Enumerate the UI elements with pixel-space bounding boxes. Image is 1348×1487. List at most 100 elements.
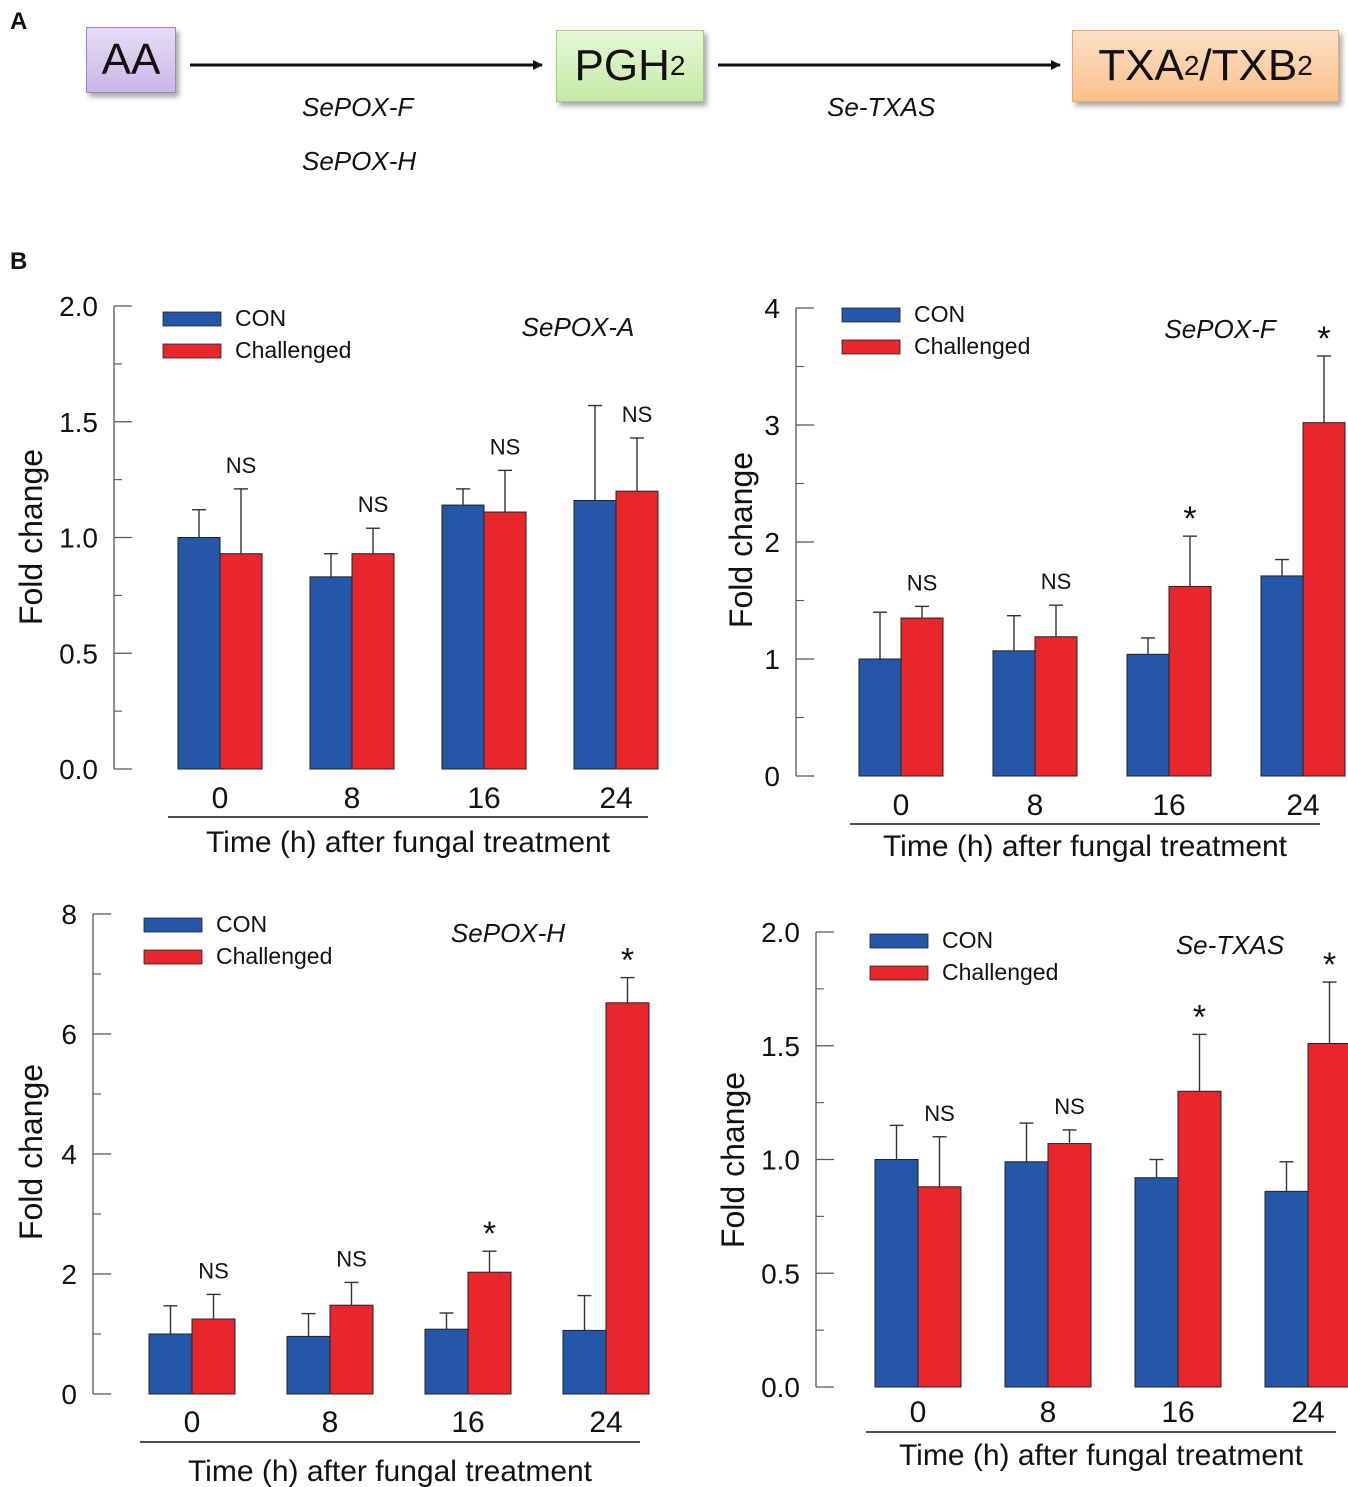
sepox-a-legend-label-challenged: Challenged (235, 337, 351, 363)
sepox-f-bar-challenged (1034, 636, 1078, 777)
sepox-f-bar-challenged (1168, 585, 1212, 777)
sepox-f-y-tick-label: 0 (764, 761, 780, 792)
sepox-a-bar-challenged (219, 553, 263, 770)
sepox-a-x-axis-label: Time (h) after fungal treatment (206, 826, 611, 859)
sepox-f-significance-label: NS (1041, 569, 1072, 594)
sepox-f-y-tick-label: 3 (764, 410, 780, 441)
product-subscript-2: 2 (1297, 50, 1313, 81)
sepox-a-x-tick-label: 8 (344, 782, 361, 815)
se-txas-bar-con (1264, 1190, 1309, 1388)
se-txas-title: Se-TXAS (1176, 930, 1285, 960)
sepox-a-x-tick-label: 16 (467, 782, 500, 815)
product-label-part1: TXA (1098, 41, 1184, 90)
sepox-f-y-tick-label: 2 (764, 527, 780, 558)
sepox-a-y-tick-label: 0.0 (59, 754, 98, 785)
sepox-f-significance-label: * (1183, 500, 1196, 538)
se-txas-bar-con (874, 1159, 919, 1388)
substrate-label: AA (101, 35, 161, 84)
se-txas-y-tick-label: 0.0 (761, 1372, 800, 1403)
sepox-a-significance-label: NS (226, 453, 257, 478)
sepox-a-y-tick-label: 0.5 (59, 638, 98, 669)
sepox-f-significance-label: * (1317, 320, 1330, 358)
sepox-h-x-tick-label: 8 (322, 1406, 339, 1439)
sepox-h-y-axis-label: Fold change (13, 1064, 49, 1240)
sepox-a-bar-challenged (615, 490, 659, 770)
se-txas-x-tick-label: 24 (1291, 1396, 1324, 1429)
sepox-a-significance-label: NS (490, 434, 521, 459)
sepox-f-title: SePOX-F (1164, 314, 1277, 344)
sepox-h-legend-label-con: CON (216, 911, 267, 937)
substrate-box: AA (86, 27, 176, 93)
se-txas-significance-label: * (1323, 946, 1336, 984)
product-subscript-1: 2 (1183, 50, 1200, 81)
se-txas-legend-swatch-con (869, 933, 929, 949)
sepox-h-bar-challenged (191, 1318, 236, 1395)
sepox-a-bar-challenged (351, 553, 395, 770)
se-txas-legend-label-challenged: Challenged (942, 959, 1058, 985)
sepox-f-legend-swatch-challenged (841, 339, 901, 355)
product-label-part2: /TXB (1199, 41, 1298, 90)
sepox-f-significance-label: NS (907, 570, 938, 595)
sepox-a-significance-label: NS (622, 402, 653, 427)
sepox-a-bar-challenged (483, 511, 527, 770)
sepox-a-legend-swatch-challenged (162, 343, 222, 359)
sepox-h-significance-label: NS (198, 1258, 229, 1283)
sepox-a-bar-con (309, 576, 353, 770)
se-txas-x-axis-label: Time (h) after fungal treatment (899, 1439, 1304, 1472)
sepox-h-y-tick-label: 6 (61, 1019, 77, 1050)
sepox-f-y-tick-label: 1 (764, 644, 780, 675)
sepox-a-x-tick-label: 24 (599, 782, 632, 815)
sepox-a-legend-label-con: CON (235, 305, 286, 331)
se-txas-y-tick-label: 0.5 (761, 1258, 800, 1289)
se-txas-bar-con (1004, 1161, 1049, 1388)
sepox-h-y-tick-label: 4 (61, 1139, 77, 1170)
sepox-h-significance-label: * (483, 1215, 496, 1253)
se-txas-bar-challenged (1307, 1042, 1348, 1388)
sepox-f-x-axis-label: Time (h) after fungal treatment (883, 830, 1288, 863)
sepox-a-y-tick-label: 2.0 (59, 291, 98, 322)
se-txas-bar-challenged (917, 1186, 962, 1388)
sepox-h-legend-swatch-con (143, 917, 203, 933)
sepox-h-title: SePOX-H (451, 918, 565, 948)
sepox-f-bar-challenged (900, 617, 944, 777)
sepox-f-bar-con (1126, 653, 1170, 777)
panel-b-label: B (10, 248, 28, 275)
sepox-f-x-tick-label: 8 (1027, 789, 1044, 822)
sepox-h-y-tick-label: 0 (61, 1379, 77, 1410)
intermediate-subscript: 2 (669, 50, 686, 81)
se-txas-significance-label: NS (924, 1101, 955, 1126)
enzyme-se-txas: Se-TXAS (827, 92, 936, 122)
sepox-a-bar-con (441, 504, 485, 770)
sepox-h-x-axis-label: Time (h) after fungal treatment (188, 1455, 593, 1487)
sepox-f-x-tick-label: 16 (1152, 789, 1185, 822)
sepox-a-x-tick-label: 0 (212, 782, 229, 815)
sepox-f-x-tick-label: 24 (1286, 789, 1319, 822)
sepox-h-bar-challenged (329, 1304, 374, 1395)
sepox-a-bar-con (573, 499, 617, 770)
se-txas-bar-challenged (1177, 1090, 1222, 1388)
sepox-h-x-tick-label: 0 (184, 1406, 201, 1439)
sepox-h-bar-con (562, 1329, 607, 1395)
se-txas-y-tick-label: 1.5 (761, 1031, 800, 1062)
sepox-f-bar-con (858, 658, 902, 777)
sepox-f-bar-con (992, 650, 1036, 777)
sepox-h-bar-con (424, 1328, 469, 1395)
se-txas-legend-swatch-challenged (869, 965, 929, 981)
sepox-a-y-tick-label: 1.0 (59, 523, 98, 554)
se-txas-x-tick-label: 16 (1161, 1396, 1194, 1429)
intermediate-box: PGH 2 (556, 30, 704, 102)
sepox-h-bar-con (286, 1335, 331, 1395)
sepox-h-significance-label: NS (336, 1246, 367, 1271)
enzyme-sepox-h: SePOX-H (302, 146, 417, 176)
sepox-h-bar-con (148, 1333, 193, 1395)
product-box: TXA 2/TXB 2 (1072, 30, 1339, 102)
sepox-a-y-axis-label: Fold change (13, 449, 49, 625)
sepox-h-legend-label-challenged: Challenged (216, 943, 332, 969)
sepox-h-bar-challenged (467, 1271, 512, 1395)
sepox-f-x-tick-label: 0 (893, 789, 910, 822)
sepox-h-bar-challenged (605, 1002, 650, 1395)
enzyme-sepox-f: SePOX-F (302, 92, 414, 122)
sepox-a-bar-con (177, 537, 221, 770)
sepox-h-y-tick-label: 8 (61, 899, 77, 930)
